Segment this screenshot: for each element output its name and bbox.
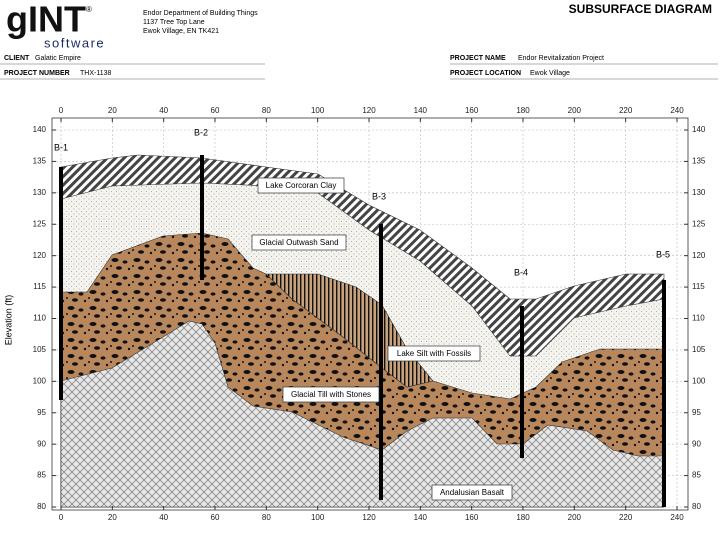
- x-tick-label: 120: [362, 106, 376, 115]
- label-box: [387, 345, 481, 362]
- x-tick-label: 40: [159, 106, 168, 115]
- y-tick-label: 125: [33, 219, 47, 228]
- y-tick-label: 110: [692, 314, 705, 323]
- y-tick-label: 140: [692, 125, 706, 134]
- x-tick-label: 160: [465, 513, 479, 522]
- x-tick-label: 140: [414, 106, 428, 115]
- y-tick-label: 135: [692, 157, 706, 166]
- y-tick-label: 105: [692, 345, 706, 354]
- field-label: PROJECT NUMBER: [4, 70, 70, 77]
- x-tick-label: 180: [516, 106, 530, 115]
- borehole-label: B-2: [194, 127, 208, 137]
- borehole-label: B-1: [54, 142, 68, 152]
- x-tick-label: 20: [108, 513, 117, 522]
- x-tick-label: 140: [414, 513, 428, 522]
- logo-sub: software: [44, 35, 105, 50]
- layer-label: Glacial Till with Stones: [291, 390, 371, 399]
- x-tick-label: 240: [670, 513, 684, 522]
- label-box: [282, 386, 380, 403]
- x-tick-label: 20: [108, 106, 117, 115]
- y-tick-label: 90: [692, 439, 701, 448]
- x-tick-label: 180: [516, 513, 530, 522]
- org-line: 1137 Tree Top Lane: [143, 19, 205, 26]
- y-tick-label: 135: [33, 157, 47, 166]
- y-tick-label: 100: [692, 376, 706, 385]
- label-box: [257, 177, 345, 194]
- y-tick-label: 120: [692, 251, 706, 260]
- x-tick-label: 120: [362, 513, 376, 522]
- y-tick-label: 130: [33, 188, 47, 197]
- x-tick-label: 80: [262, 513, 271, 522]
- x-tick-label: 220: [619, 106, 633, 115]
- x-tick-label: 200: [568, 513, 582, 522]
- x-tick-label: 60: [211, 513, 220, 522]
- y-tick-label: 85: [37, 471, 46, 480]
- x-tick-label: 240: [670, 106, 684, 115]
- field-value: Ewok Village: [530, 70, 570, 77]
- x-tick-label: 160: [465, 106, 479, 115]
- x-tick-label: 80: [262, 106, 271, 115]
- boreholes: [59, 155, 666, 507]
- header: gINT ® software Endor Department of Buil…: [0, 0, 718, 80]
- layer-label: Andalusian Basalt: [440, 488, 505, 497]
- x-tick-label: 220: [619, 513, 633, 522]
- field-value: Galatic Empire: [35, 55, 81, 62]
- borehole-label: B-4: [514, 267, 528, 277]
- y-tick-label: 80: [37, 502, 46, 511]
- title: SUBSURFACE DIAGRAM: [569, 2, 712, 16]
- field-label: PROJECT LOCATION: [450, 70, 521, 77]
- x-tick-label: 60: [211, 106, 220, 115]
- frame: [51, 117, 689, 511]
- x-tick-label: 100: [311, 106, 325, 115]
- y-tick-label: 105: [33, 345, 47, 354]
- logo-mark: ®: [86, 5, 92, 14]
- field-value: THX-1138: [80, 70, 111, 77]
- x-tick-label: 200: [568, 106, 582, 115]
- label-box: [251, 234, 347, 251]
- layers: [60, 154, 665, 508]
- y-tick-label: 120: [33, 251, 47, 260]
- field-label: PROJECT NAME: [450, 55, 506, 62]
- layer-label: Lake Corcoran Clay: [266, 181, 337, 190]
- y-tick-label: 100: [33, 376, 47, 385]
- y-tick-label: 115: [33, 282, 46, 291]
- field-label: CLIENT: [4, 55, 30, 62]
- layer-label: Glacial Outwash Sand: [259, 238, 338, 247]
- y-axis-label: Elevation (ft): [3, 295, 13, 346]
- y-tick-label: 95: [692, 408, 701, 417]
- org-line: Ewok Village, EN TK421: [143, 28, 219, 35]
- y-tick-label: 115: [692, 282, 705, 291]
- label-box: [431, 484, 513, 501]
- y-tick-label: 90: [37, 439, 46, 448]
- x-tick-label: 40: [159, 513, 168, 522]
- logo: gINT: [6, 0, 86, 40]
- y-tick-label: 130: [692, 188, 706, 197]
- x-tick-label: 100: [311, 513, 325, 522]
- y-tick-label: 95: [37, 408, 46, 417]
- borehole-label: B-5: [656, 249, 670, 259]
- org-line: Endor Department of Building Things: [143, 10, 258, 17]
- y-tick-label: 80: [692, 502, 701, 511]
- y-tick-label: 110: [33, 314, 46, 323]
- y-tick-label: 140: [33, 125, 47, 134]
- x-tick-label: 0: [59, 513, 64, 522]
- field-value: Endor Revitalization Project: [518, 55, 604, 62]
- y-tick-label: 125: [692, 219, 706, 228]
- borehole-label: B-3: [372, 191, 386, 201]
- layer-label: Lake Silt with Fossils: [397, 349, 471, 358]
- x-tick-label: 0: [59, 106, 64, 115]
- layer-basalt: [60, 320, 665, 508]
- y-tick-label: 85: [692, 471, 701, 480]
